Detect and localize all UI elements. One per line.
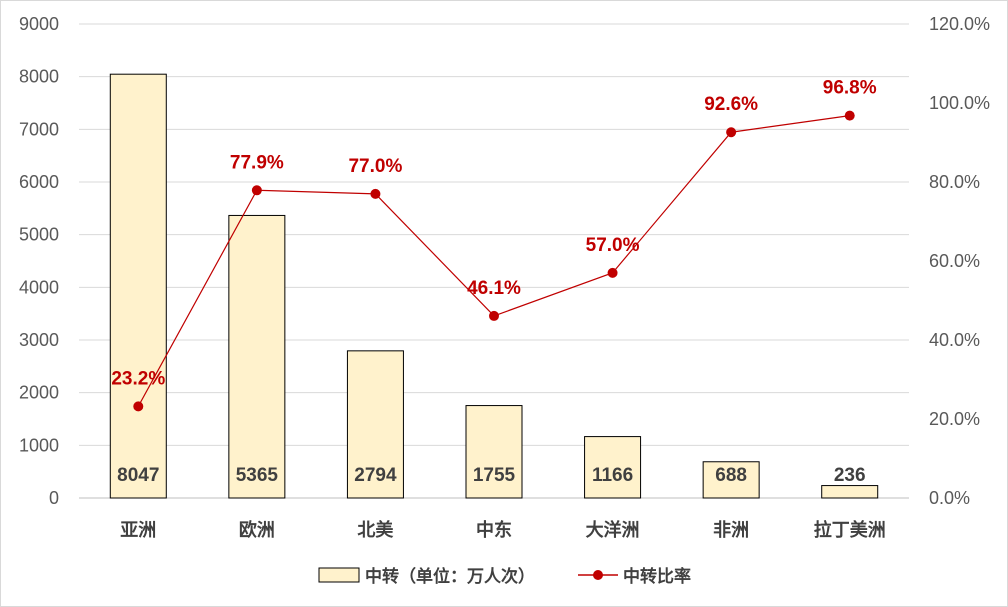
ratio-point bbox=[133, 401, 144, 412]
legend-line-marker bbox=[593, 570, 603, 580]
bar-value-label: 1166 bbox=[592, 465, 633, 486]
bar-value-label: 5365 bbox=[236, 465, 279, 486]
ratio-point bbox=[844, 110, 855, 121]
category-label: 欧洲 bbox=[239, 519, 275, 541]
left-tick-label: 3000 bbox=[19, 330, 59, 350]
ratio-point bbox=[607, 267, 618, 278]
bar bbox=[346, 350, 404, 499]
category-label: 非洲 bbox=[713, 519, 749, 541]
ratio-value-label: 96.8% bbox=[823, 78, 877, 99]
bar-data-labels: 8047 5365 2794 1755 1166 688 236 bbox=[117, 465, 865, 486]
left-tick-label: 1000 bbox=[19, 435, 59, 455]
bar-value-label: 2794 bbox=[354, 465, 397, 486]
right-tick-label: 80.0% bbox=[929, 172, 980, 192]
bar-series bbox=[109, 73, 879, 499]
ratio-value-label: 46.1% bbox=[467, 278, 521, 299]
bar bbox=[821, 485, 879, 499]
ratio-value-label: 57.0% bbox=[586, 235, 640, 256]
bar-value-label: 1755 bbox=[473, 465, 516, 486]
left-tick-label: 4000 bbox=[19, 277, 59, 297]
left-tick-label: 0 bbox=[49, 488, 59, 508]
category-label: 中东 bbox=[476, 519, 512, 541]
ratio-value-label: 92.6% bbox=[704, 94, 758, 115]
left-tick-label: 2000 bbox=[19, 383, 59, 403]
right-tick-label: 20.0% bbox=[929, 409, 980, 429]
right-tick-label: 120.0% bbox=[929, 14, 990, 34]
left-tick-label: 9000 bbox=[19, 14, 59, 34]
bar bbox=[109, 73, 167, 499]
category-label: 大洋洲 bbox=[586, 519, 640, 541]
left-tick-label: 6000 bbox=[19, 172, 59, 192]
bar bbox=[584, 436, 642, 499]
bar-value-label: 688 bbox=[715, 465, 747, 486]
bar bbox=[465, 405, 523, 499]
right-tick-label: 60.0% bbox=[929, 251, 980, 271]
right-tick-label: 100.0% bbox=[929, 93, 990, 113]
right-tick-label: 40.0% bbox=[929, 330, 980, 350]
ratio-value-label: 77.0% bbox=[348, 156, 402, 177]
category-axis-labels: 亚洲 欧洲 北美 中东 大洋洲 非洲 拉丁美洲 bbox=[120, 519, 885, 541]
ratio-point bbox=[370, 188, 381, 199]
line-data-labels: 23.2% 77.9% 77.0% 46.1% 57.0% 92.6% 96.8% bbox=[111, 78, 876, 390]
ratio-value-label: 23.2% bbox=[111, 368, 165, 389]
right-tick-label: 0.0% bbox=[929, 488, 970, 508]
legend-bar-swatch bbox=[318, 567, 360, 583]
ratio-value-label: 77.9% bbox=[230, 152, 284, 173]
category-label: 亚洲 bbox=[120, 520, 156, 541]
category-label: 北美 bbox=[357, 519, 393, 541]
ratio-point bbox=[251, 185, 262, 196]
line-points bbox=[133, 110, 855, 412]
bar-value-label: 8047 bbox=[117, 465, 159, 486]
ratio-point bbox=[726, 127, 737, 138]
legend-bar-label: 中转（单位：万人次） bbox=[365, 566, 535, 587]
category-label: 拉丁美洲 bbox=[814, 519, 886, 541]
ratio-point bbox=[489, 310, 499, 321]
right-axis-ticks: 0.0% 20.0% 40.0% 60.0% 80.0% 100.0% 120.0% bbox=[929, 14, 990, 508]
bar-value-label: 236 bbox=[834, 465, 866, 486]
left-tick-label: 8000 bbox=[19, 67, 59, 87]
left-tick-label: 7000 bbox=[19, 119, 59, 139]
legend: 中转（单位：万人次） 中转比率 bbox=[318, 566, 691, 587]
left-tick-label: 5000 bbox=[19, 225, 59, 245]
bar bbox=[702, 461, 760, 499]
left-axis-ticks: 0 1000 2000 3000 4000 5000 6000 7000 8000 9000 bbox=[19, 14, 59, 508]
gridlines bbox=[79, 23, 909, 499]
legend-line-label: 中转比率 bbox=[623, 566, 691, 587]
bar bbox=[228, 214, 286, 499]
